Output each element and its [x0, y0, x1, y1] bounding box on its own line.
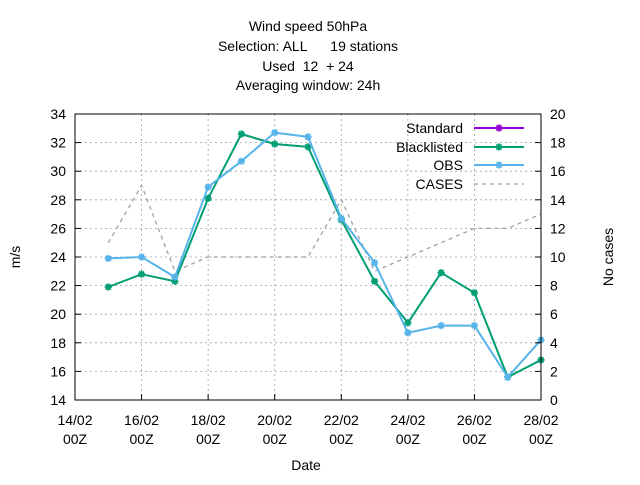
x-axis-label: Date: [291, 457, 321, 473]
title-line-3: Used 12 + 24: [262, 58, 354, 74]
y-axis-label: m/s: [7, 246, 23, 269]
data-point-dot-blacklisted: [405, 320, 411, 325]
y-tick-label: 26: [50, 220, 66, 236]
y-tick-label: 18: [50, 335, 66, 351]
title-line-1: Wind speed 50hPa: [249, 18, 368, 34]
y2-tick-label: 6: [550, 306, 558, 322]
x-tick-label-time: 00Z: [63, 431, 88, 447]
data-point-dot-obs: [339, 216, 344, 221]
y2-tick-label: 10: [550, 249, 566, 265]
data-point-dot-blacklisted: [106, 284, 111, 290]
x-tick-label-date: 18/02: [191, 412, 226, 428]
y-tick-label: 28: [50, 192, 66, 208]
data-point-dot-obs: [438, 323, 444, 328]
data-point-dot-blacklisted: [472, 290, 477, 295]
y2-tick-label: 18: [550, 135, 566, 151]
y2-tick-label: 20: [550, 106, 566, 122]
data-point-dot-blacklisted: [272, 141, 277, 147]
y-tick-label: 30: [50, 163, 66, 179]
data-point-dot-obs: [172, 274, 178, 280]
y-tick-label: 34: [50, 106, 66, 122]
data-point-dot-blacklisted: [139, 271, 144, 277]
data-point-dot-obs: [205, 184, 211, 190]
data-point-dot-blacklisted: [239, 131, 244, 137]
legend-marker-blacklisted: [495, 143, 503, 151]
data-point-dot-obs: [106, 256, 111, 261]
data-point-dot-obs: [405, 330, 411, 335]
y2-tick-label: 0: [550, 392, 558, 408]
data-point-dot-obs: [372, 260, 377, 265]
y2-tick-label: 4: [550, 335, 558, 351]
series-layer: [104, 128, 545, 381]
x-tick-label-time: 00Z: [396, 431, 421, 447]
legend-marker-obs: [495, 161, 503, 169]
data-point-dot-obs: [505, 374, 510, 380]
x-tick-label-date: 14/02: [57, 412, 92, 428]
data-point-dot-blacklisted: [205, 196, 211, 201]
series-line-blacklisted: [107, 133, 542, 379]
legend-label-cases: CASES: [416, 176, 463, 192]
legend-label-obs: OBS: [433, 157, 463, 173]
legend-label-blacklisted: Blacklisted: [396, 139, 463, 155]
axes: 1416182022242628303234024681012141618201…: [50, 106, 565, 447]
x-tick-label-time: 00Z: [329, 431, 354, 447]
data-point-dot-blacklisted: [438, 270, 444, 275]
x-tick-label-date: 24/02: [390, 412, 425, 428]
x-tick-label-time: 00Z: [529, 431, 554, 447]
y2-tick-label: 12: [550, 220, 566, 236]
y2-axis-label: No cases: [600, 228, 616, 286]
x-tick-label-date: 26/02: [457, 412, 492, 428]
data-point-dot-blacklisted: [372, 279, 377, 284]
data-point-dot-blacklisted: [172, 279, 178, 284]
x-tick-label-time: 00Z: [462, 431, 487, 447]
data-point-dot-obs: [472, 323, 477, 328]
legend-marker-standard: [495, 124, 503, 132]
x-tick-label-date: 22/02: [324, 412, 359, 428]
data-point-dot-obs: [239, 158, 244, 164]
series-line-obs: [108, 131, 542, 379]
x-tick-label-date: 20/02: [257, 412, 292, 428]
legend-label-standard: Standard: [406, 120, 463, 136]
y2-tick-label: 2: [550, 363, 558, 379]
data-point-dot-obs: [272, 130, 277, 135]
y-tick-label: 20: [50, 306, 66, 322]
y-tick-label: 24: [50, 249, 66, 265]
data-point-dot-obs: [139, 254, 144, 260]
legend: Standard Blacklisted OBS CASES: [396, 120, 524, 192]
title-line-2: Selection: ALL 19 stations: [218, 38, 398, 54]
title-line-4: Averaging window: 24h: [236, 77, 381, 93]
y-tick-label: 14: [50, 392, 66, 408]
y2-tick-label: 14: [550, 192, 566, 208]
chart-title: Wind speed 50hPa Selection: ALL 19 stati…: [218, 18, 398, 93]
x-tick-label-date: 16/02: [124, 412, 159, 428]
y-tick-label: 16: [50, 363, 66, 379]
y-tick-label: 22: [50, 278, 66, 294]
data-point-dot-blacklisted: [305, 144, 311, 150]
y2-tick-label: 16: [550, 163, 566, 179]
data-point-dot-obs: [305, 134, 311, 140]
x-tick-label-time: 00Z: [263, 431, 288, 447]
y2-tick-label: 8: [550, 278, 558, 294]
x-tick-label-date: 28/02: [523, 412, 558, 428]
y-tick-label: 32: [50, 135, 66, 151]
x-tick-label-time: 00Z: [196, 431, 221, 447]
x-tick-label-time: 00Z: [130, 431, 155, 447]
